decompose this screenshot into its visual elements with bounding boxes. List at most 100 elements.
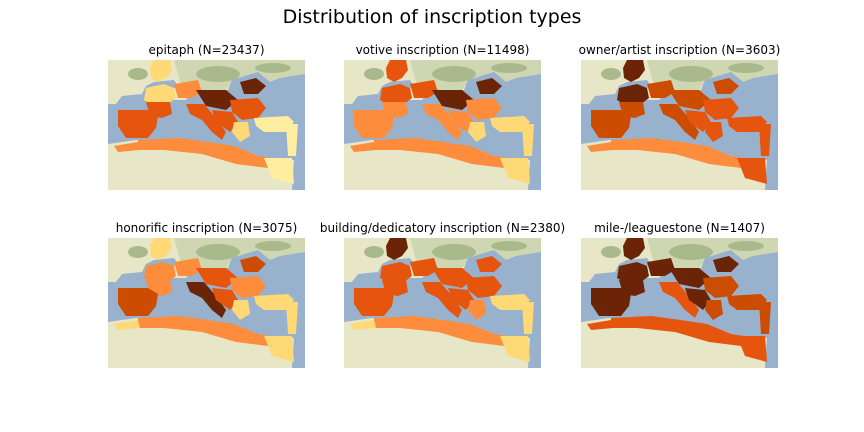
basemap-forest: [669, 66, 713, 82]
region-greece: [468, 122, 486, 142]
region-asia_minor: [490, 116, 530, 132]
region-gaul_north: [380, 262, 412, 284]
region-germania: [647, 80, 675, 98]
basemap-forest: [491, 63, 527, 73]
region-asia_minor: [727, 294, 767, 310]
region-germania: [647, 258, 675, 276]
region-dalmatia: [685, 110, 711, 132]
region-egypt: [264, 336, 294, 362]
region-germania: [410, 80, 438, 98]
region-dacia: [713, 78, 739, 94]
map-panel-title: building/dedicatory inscription (N=2380): [319, 221, 566, 235]
region-egypt: [737, 158, 767, 184]
region-dalmatia: [448, 288, 474, 310]
region-hispania: [354, 110, 394, 138]
region-italy: [659, 104, 699, 140]
region-asia_minor: [727, 116, 767, 132]
region-hispania: [118, 288, 158, 316]
region-gaul_north: [380, 84, 412, 106]
region-mauretania: [587, 142, 613, 152]
region-alps_pannonia: [196, 90, 238, 110]
region-levant: [522, 124, 534, 156]
region-hispania: [354, 288, 394, 316]
region-africa: [611, 316, 763, 348]
region-balkans: [466, 98, 502, 120]
region-mauretania: [114, 320, 140, 330]
region-balkans: [466, 276, 502, 298]
region-italy: [186, 282, 226, 318]
basemap-forest: [364, 68, 384, 80]
region-gaul_north: [617, 262, 649, 284]
region-hispania: [591, 110, 631, 138]
region-britain: [150, 238, 172, 260]
region-asia_minor: [254, 116, 294, 132]
region-africa: [611, 138, 763, 170]
region-balkans: [230, 276, 266, 298]
region-mauretania: [350, 142, 376, 152]
region-alps_pannonia: [432, 268, 474, 288]
region-britain: [623, 238, 645, 260]
region-britain: [150, 60, 172, 82]
region-britain: [623, 60, 645, 82]
map-panel-title: epitaph (N=23437): [148, 43, 265, 57]
region-gaul_north: [144, 262, 176, 284]
region-alps_pannonia: [669, 268, 711, 288]
region-levant: [759, 124, 771, 156]
region-italy: [659, 282, 699, 318]
region-balkans: [703, 276, 739, 298]
region-greece: [705, 122, 723, 142]
region-balkans: [703, 98, 739, 120]
map-panel-title: mile-/leaguestone (N=1407): [594, 221, 765, 235]
choropleth-map: [108, 60, 305, 190]
region-greece: [705, 300, 723, 320]
region-italy: [186, 104, 226, 140]
region-hispania: [591, 288, 631, 316]
map-panel-title: honorific inscription (N=3075): [115, 221, 298, 235]
region-egypt: [264, 158, 294, 184]
region-asia_minor: [254, 294, 294, 310]
region-asia_minor: [490, 294, 530, 310]
region-germania: [410, 258, 438, 276]
region-levant: [286, 302, 298, 334]
region-dacia: [240, 256, 266, 272]
basemap-forest: [196, 66, 240, 82]
region-dalmatia: [448, 110, 474, 132]
region-africa: [138, 138, 290, 170]
region-alps_pannonia: [196, 268, 238, 288]
region-africa: [374, 138, 526, 170]
basemap-forest: [255, 241, 291, 251]
basemap-forest: [491, 241, 527, 251]
region-dalmatia: [685, 288, 711, 310]
region-alps_pannonia: [669, 90, 711, 110]
region-levant: [522, 302, 534, 334]
basemap-forest: [196, 244, 240, 260]
region-greece: [232, 300, 250, 320]
region-dacia: [476, 256, 502, 272]
region-gaul_north: [144, 84, 176, 106]
region-greece: [232, 122, 250, 142]
region-dacia: [713, 256, 739, 272]
basemap-forest: [364, 246, 384, 258]
region-germania: [174, 258, 202, 276]
region-levant: [286, 124, 298, 156]
map-panel-title: votive inscription (N=11498): [355, 43, 530, 57]
basemap-forest: [669, 244, 713, 260]
region-germania: [174, 80, 202, 98]
region-italy: [422, 282, 462, 318]
basemap-forest: [255, 63, 291, 73]
region-britain: [386, 60, 408, 82]
choropleth-map: [581, 60, 778, 190]
region-dacia: [476, 78, 502, 94]
region-balkans: [230, 98, 266, 120]
region-mauretania: [587, 320, 613, 330]
basemap-forest: [128, 68, 148, 80]
region-levant: [759, 302, 771, 334]
basemap-forest: [728, 241, 764, 251]
basemap-forest: [432, 66, 476, 82]
region-hispania: [118, 110, 158, 138]
region-egypt: [500, 158, 530, 184]
region-dalmatia: [212, 110, 238, 132]
region-italy: [422, 104, 462, 140]
region-gaul_north: [617, 84, 649, 106]
choropleth-map: [344, 60, 541, 190]
